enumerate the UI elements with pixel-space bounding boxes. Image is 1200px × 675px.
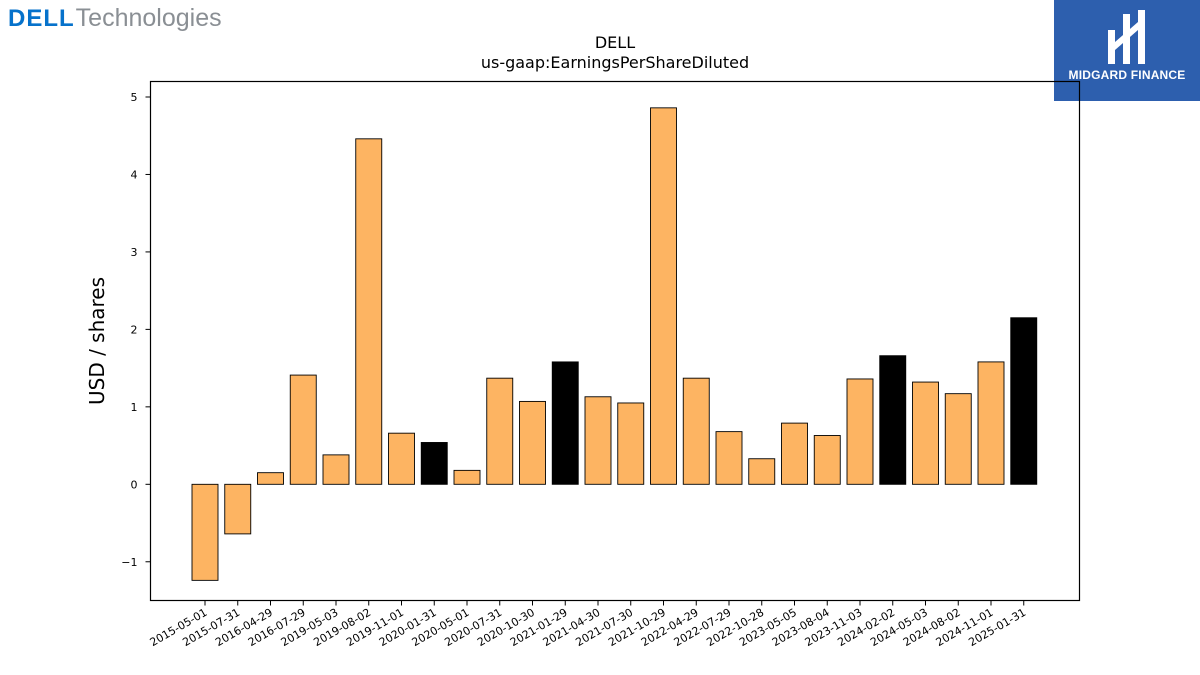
bar-2023-11-03 xyxy=(846,378,874,485)
y-tick-label: 3 xyxy=(131,246,138,259)
y-tick-label: 0 xyxy=(131,478,138,491)
y-tick-label: 1 xyxy=(131,401,138,414)
bar-2022-04-29 xyxy=(682,377,710,485)
bar-2019-05-03 xyxy=(322,454,350,485)
midgard-finance-label: MIDGARD FINANCE xyxy=(1068,68,1186,82)
y-axis-label: USD / shares xyxy=(85,277,109,405)
y-tick-label: −1 xyxy=(121,556,137,569)
bar-2020-01-31 xyxy=(420,442,448,485)
bar-2015-05-01 xyxy=(191,483,219,581)
midgard-finance-logo: MIDGARD FINANCE xyxy=(1054,0,1200,101)
bar-2020-05-01 xyxy=(453,469,481,485)
bar-2021-04-30 xyxy=(584,396,612,485)
y-tick-label: 4 xyxy=(131,168,138,181)
chart-subtitle: us-gaap:EarningsPerShareDiluted xyxy=(481,53,749,72)
y-tick-label: 5 xyxy=(131,91,138,104)
bar-2024-05-03 xyxy=(912,381,939,485)
bar-2021-07-30 xyxy=(617,402,645,485)
bar-2024-11-01 xyxy=(977,361,1005,485)
bar-2023-05-05 xyxy=(781,422,808,485)
bar-2019-08-02 xyxy=(355,138,383,485)
bar-2015-07-31 xyxy=(224,483,252,535)
bar-2019-11-01 xyxy=(388,432,415,485)
bar-2023-08-04 xyxy=(813,435,841,485)
bar-2020-07-31 xyxy=(486,377,514,485)
midgard-emblem-icon xyxy=(1108,10,1145,64)
bar-2025-01-31 xyxy=(1010,317,1038,485)
y-tick-label: 2 xyxy=(131,323,138,336)
bar-2016-04-29 xyxy=(257,472,284,485)
bar-2020-10-30 xyxy=(519,400,546,485)
bar-2021-10-29 xyxy=(650,107,677,485)
bar-2021-01-29 xyxy=(551,361,579,485)
chart-title: DELL xyxy=(595,33,635,52)
dell-logo-word: DELL xyxy=(8,5,75,32)
bar-2022-07-29 xyxy=(715,431,743,485)
dell-technologies-logo: DELL Technologies xyxy=(8,4,222,36)
technologies-logo-word: Technologies xyxy=(75,4,222,32)
bar-2024-02-02 xyxy=(879,355,907,485)
plot-frame xyxy=(149,80,1081,602)
bar-2022-10-28 xyxy=(748,458,776,485)
bar-2016-07-29 xyxy=(289,374,317,485)
bar-2024-08-02 xyxy=(944,393,972,485)
